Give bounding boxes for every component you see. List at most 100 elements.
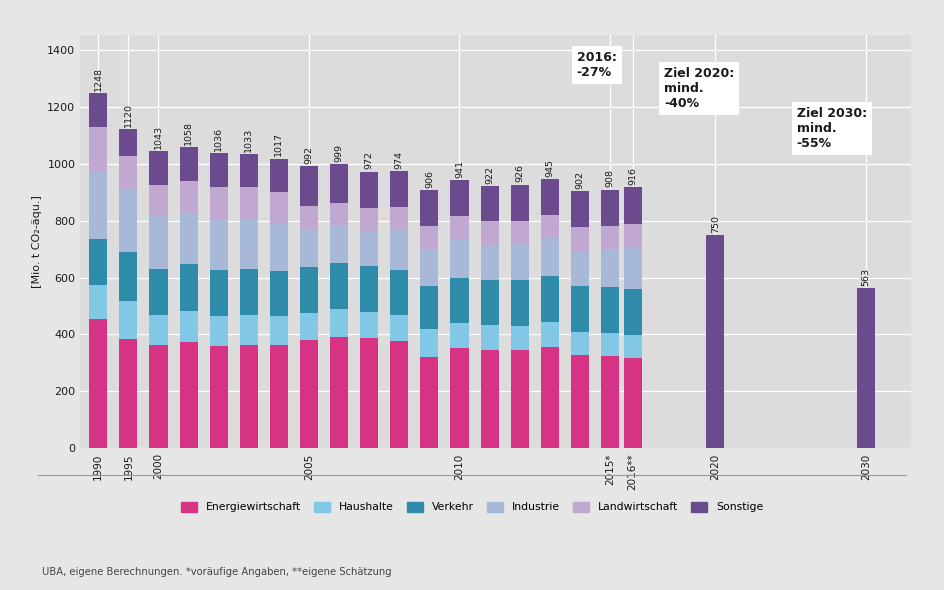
Bar [90,239,108,284]
Text: 945: 945 [546,159,554,177]
Text: 972: 972 [364,151,374,169]
Bar [480,221,498,245]
Bar [330,225,348,263]
Text: 902: 902 [576,171,584,189]
Text: 563: 563 [861,268,870,286]
Bar [119,156,138,191]
Bar [624,289,642,335]
Bar [270,316,288,345]
Bar [511,350,529,448]
Text: 906: 906 [425,170,434,188]
Bar [179,212,197,264]
Bar [270,159,288,192]
Text: 1248: 1248 [93,67,103,91]
Bar [149,216,167,269]
Bar [541,179,559,215]
Bar [210,186,228,218]
Bar [210,346,228,448]
Bar [210,153,228,186]
Bar [390,171,409,208]
Bar [390,270,409,315]
Bar [624,247,642,289]
Bar [240,269,258,315]
Bar [330,203,348,225]
Bar [119,253,138,301]
Bar [571,332,589,355]
Bar [149,345,167,448]
Bar [361,266,379,312]
Text: 1036: 1036 [214,127,223,151]
Text: 750: 750 [711,215,720,232]
Bar [119,339,138,448]
Text: 992: 992 [305,146,313,163]
Bar [149,269,167,316]
Bar [390,230,409,270]
Bar [179,311,197,342]
Bar [601,287,619,333]
Bar [571,192,589,227]
Bar [300,229,318,267]
Text: 974: 974 [395,150,404,169]
Bar [390,208,409,230]
Bar [480,186,498,221]
Bar [541,276,559,322]
Bar [119,191,138,253]
Bar [571,355,589,448]
Bar [480,245,498,280]
Bar [179,181,197,212]
Bar [624,188,642,224]
Bar [240,188,258,219]
Bar [541,347,559,448]
Bar [420,329,438,358]
Bar [511,244,529,280]
Bar [300,206,318,229]
Bar [210,316,228,346]
Bar [601,356,619,448]
Bar [624,224,642,247]
Bar [270,192,288,223]
Text: 926: 926 [515,165,524,182]
Bar [601,190,619,226]
Bar [361,208,379,231]
Bar [330,263,348,309]
Bar [240,315,258,345]
Text: 916: 916 [628,167,637,185]
Text: 1120: 1120 [124,103,133,127]
Text: 1058: 1058 [184,121,194,145]
Bar [624,358,642,448]
Bar [361,231,379,266]
Bar [270,223,288,271]
Bar [601,250,619,287]
Bar [90,319,108,448]
Bar [330,337,348,448]
Bar [571,227,589,251]
Legend: Energiewirtschaft, Haushalte, Verkehr, Industrie, Landwirtschaft, Sonstige: Energiewirtschaft, Haushalte, Verkehr, I… [177,497,767,517]
Text: 922: 922 [485,166,494,183]
Bar [450,240,468,278]
Text: UBA, eigene Berechnungen. *voräufige Angaben, **eigene Schätzung: UBA, eigene Berechnungen. *voräufige Ang… [42,567,392,577]
Bar [149,316,167,345]
Bar [541,322,559,347]
Bar [210,218,228,270]
Bar [624,335,642,358]
Text: 999: 999 [334,143,344,162]
Bar [450,181,468,216]
Text: Ziel 2030:
mind.
-55%: Ziel 2030: mind. -55% [797,107,867,150]
Bar [480,325,498,350]
Bar [450,216,468,240]
Bar [90,93,108,127]
Bar [420,225,438,250]
Text: 1043: 1043 [154,125,163,149]
Bar [420,286,438,329]
Bar [450,348,468,448]
Bar [361,312,379,338]
Bar [179,342,197,448]
Bar [420,250,438,286]
Bar [300,267,318,313]
Bar [420,358,438,448]
Bar [330,164,348,203]
Text: 1017: 1017 [275,132,283,156]
Bar [390,341,409,448]
Bar [361,172,379,208]
Bar [149,151,167,185]
